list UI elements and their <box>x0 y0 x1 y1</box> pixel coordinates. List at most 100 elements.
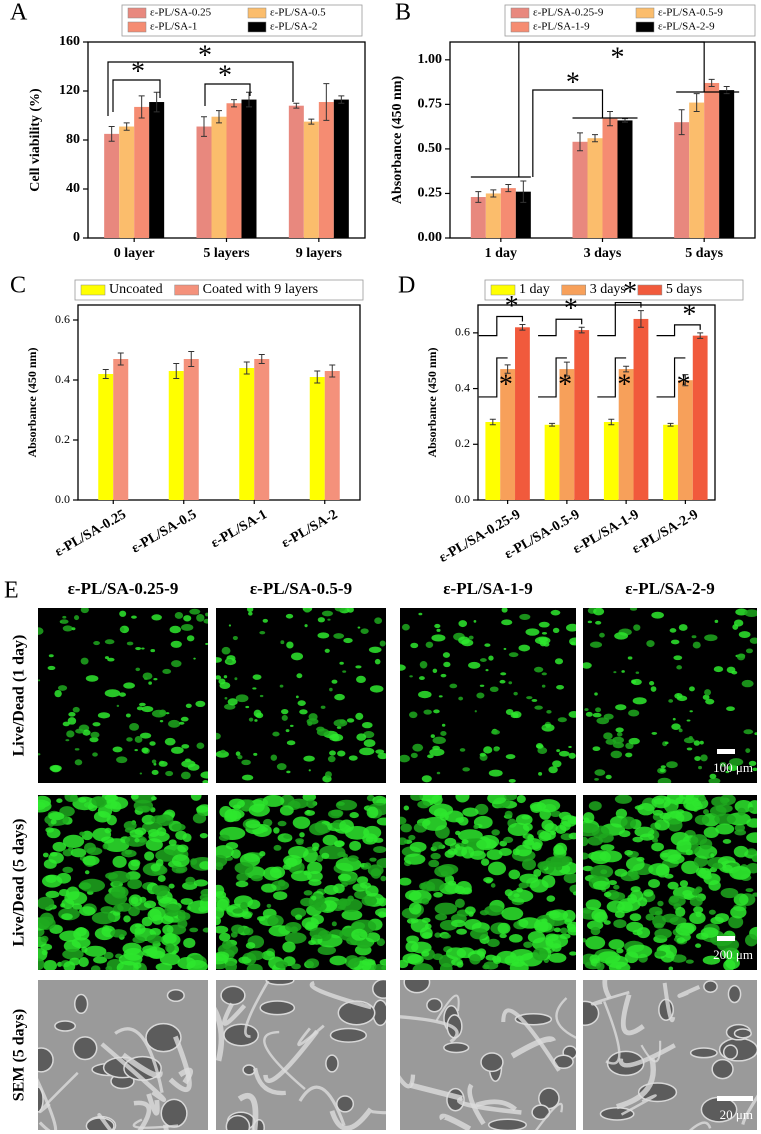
cell-blob <box>474 710 477 713</box>
significance-bracket <box>597 301 642 337</box>
cell-blob <box>676 665 683 670</box>
cell-blob <box>703 809 709 815</box>
cell-blob <box>444 837 457 847</box>
cell-blob <box>510 712 519 719</box>
cell-blob <box>541 631 548 635</box>
cell-blob <box>141 647 145 650</box>
error-bar <box>519 324 526 331</box>
cell-blob <box>455 795 470 803</box>
y-tick-label: 0.25 <box>418 186 443 201</box>
cell-blob <box>183 937 196 949</box>
bar <box>633 318 649 500</box>
cell-blob <box>82 729 91 736</box>
cell-blob <box>75 728 85 734</box>
cell-blob <box>130 896 139 905</box>
cell-blob <box>162 668 172 674</box>
cell-blob <box>714 913 730 923</box>
y-tick-label: 0.4 <box>455 380 470 394</box>
cell-blob <box>307 861 323 875</box>
cell-blob <box>286 641 294 649</box>
cell-blob <box>79 878 105 893</box>
cell-blob <box>284 932 307 944</box>
legend-label: 1 day <box>519 282 550 297</box>
cell-blob <box>734 829 747 836</box>
fiber <box>100 1042 167 1102</box>
cell-blob <box>693 740 701 746</box>
bar <box>618 369 634 500</box>
bar <box>617 120 633 238</box>
cell-blob <box>229 810 242 822</box>
scale-bar-label: 20 μm <box>720 1107 753 1122</box>
cell-blob <box>131 615 137 619</box>
significance-star: * <box>505 291 519 322</box>
cell-blob <box>310 914 324 925</box>
significance-star: * <box>682 299 696 330</box>
cell-blob <box>703 826 719 839</box>
cell-blob <box>418 676 425 681</box>
cell-blob <box>304 608 311 613</box>
cell-blob <box>583 836 589 847</box>
cell-blob <box>112 746 123 753</box>
pore <box>487 1118 527 1130</box>
cell-blob <box>134 827 147 836</box>
cell-blob <box>490 883 496 888</box>
cell-blob <box>438 863 459 875</box>
cell-blob <box>38 958 45 970</box>
cell-blob <box>238 956 252 964</box>
cell-blob <box>349 812 359 819</box>
micrograph <box>38 608 208 783</box>
cell-blob <box>681 860 700 875</box>
cell-blob <box>185 876 196 885</box>
cell-blob <box>745 934 757 947</box>
cell-blob <box>324 648 330 653</box>
cell-blob <box>657 777 672 783</box>
significance-star: * <box>617 369 631 400</box>
cell-blob <box>148 831 170 843</box>
cell-blob <box>727 764 738 772</box>
cell-blob <box>127 878 143 890</box>
cell-blob <box>361 721 373 729</box>
cell-blob <box>541 684 546 688</box>
scale-bar <box>717 749 735 754</box>
cell-blob <box>292 816 311 829</box>
micrograph <box>216 795 386 970</box>
cell-blob <box>159 719 164 723</box>
error-bar <box>708 78 715 88</box>
cell-blob <box>459 748 466 752</box>
cell-blob <box>248 717 254 722</box>
bar <box>303 121 319 238</box>
cell-blob <box>279 684 284 688</box>
cell-blob <box>47 665 56 671</box>
error-bar <box>578 326 585 334</box>
cell-blob <box>273 891 288 901</box>
cell-blob <box>556 684 565 690</box>
cell-blob <box>355 665 362 669</box>
legend-label: 5 days <box>666 282 702 297</box>
cell-blob <box>228 798 245 809</box>
cell-blob <box>262 618 268 623</box>
significance-star: * <box>566 67 580 98</box>
cell-blob <box>245 820 261 829</box>
y-tick-label: 80 <box>66 132 80 147</box>
cell-blob <box>62 948 84 960</box>
cell-blob <box>196 805 208 813</box>
cell-blob <box>380 875 386 882</box>
significance-star: * <box>198 40 212 71</box>
bar <box>587 138 603 238</box>
cell-blob <box>56 872 72 884</box>
cell-blob <box>248 803 270 817</box>
cell-blob <box>316 728 330 736</box>
cell-blob <box>79 831 85 836</box>
cell-blob <box>303 755 315 762</box>
cell-blob <box>434 902 458 915</box>
cell-blob <box>468 635 474 640</box>
cell-blob <box>112 855 127 868</box>
cell-blob <box>57 685 68 691</box>
cell-blob <box>129 722 140 731</box>
fiber <box>741 1094 757 1125</box>
significance-star: * <box>611 42 625 73</box>
cell-blob <box>174 612 184 619</box>
cell-blob <box>617 901 633 914</box>
cell-blob <box>136 706 144 711</box>
x-tick-label: 5 layers <box>203 246 250 261</box>
